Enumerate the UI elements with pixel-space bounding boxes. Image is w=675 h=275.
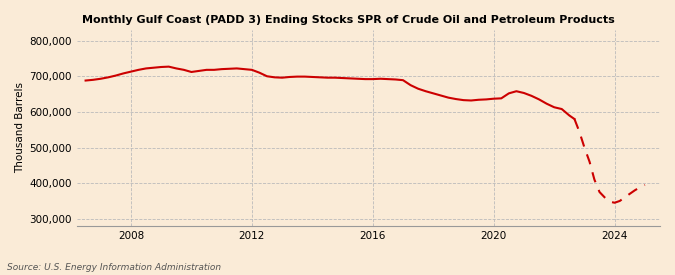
Y-axis label: Thousand Barrels: Thousand Barrels	[15, 82, 25, 174]
Text: Monthly Gulf Coast (PADD 3) Ending Stocks SPR of Crude Oil and Petroleum Product: Monthly Gulf Coast (PADD 3) Ending Stock…	[82, 15, 615, 25]
Text: Source: U.S. Energy Information Administration: Source: U.S. Energy Information Administ…	[7, 263, 221, 272]
